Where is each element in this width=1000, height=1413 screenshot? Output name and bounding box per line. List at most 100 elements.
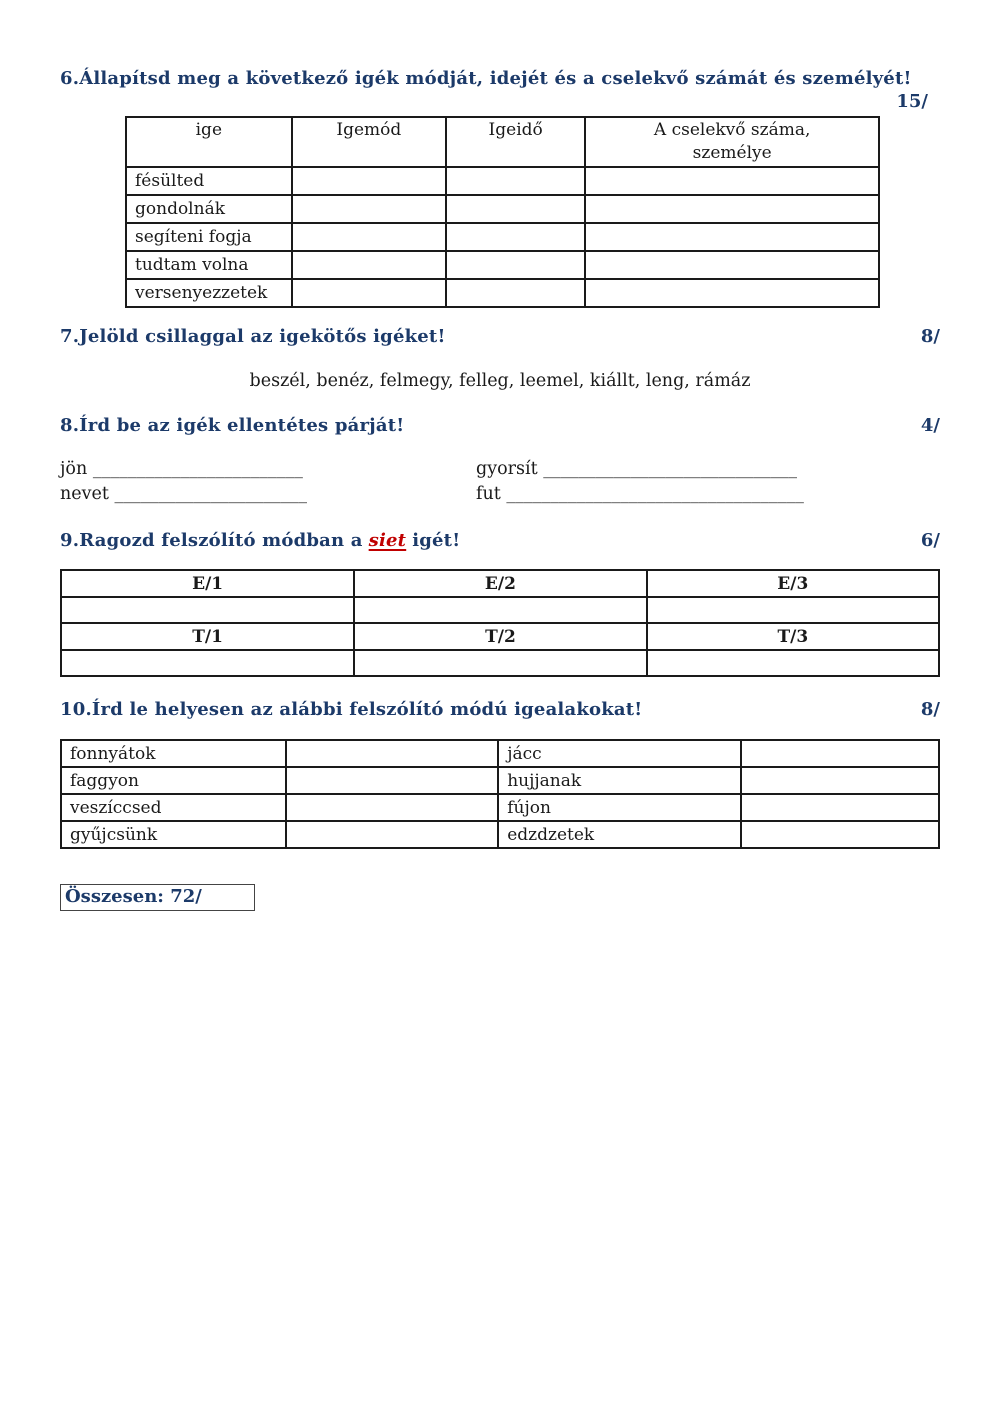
question-7-title: 7.Jelöld csillaggal az igekötős igéket!	[60, 326, 446, 347]
table-row: tudtam volna	[125, 250, 880, 280]
header-line-2: személye	[692, 143, 772, 163]
answer-cell	[445, 166, 587, 196]
answer-cell	[445, 194, 587, 224]
blank-underscores: _____________________________	[543, 459, 797, 479]
answer-cell	[290, 222, 448, 252]
verb-cell: tudtam volna	[125, 250, 293, 280]
misspelled-word-cell: edzdzetek	[497, 820, 742, 849]
question-7-word-list: beszél, benéz, felmegy, felleg, leemel, …	[249, 371, 751, 391]
person-header-t2: T/2	[353, 622, 648, 651]
misspelled-word-cell: jácc	[497, 739, 742, 768]
verb-cell: gondolnák	[125, 194, 293, 224]
column-header-igemod: Igemód	[290, 116, 448, 168]
misspelled-word-cell: fújon	[497, 793, 742, 822]
answer-cell	[445, 278, 587, 308]
answer-cell	[284, 820, 500, 849]
question-8-points: 4/	[920, 415, 940, 436]
column-header-ige: ige	[125, 116, 293, 168]
table-row: versenyezzetek	[125, 278, 880, 308]
table-row: segíteni fogja	[125, 222, 880, 252]
answer-cell	[739, 793, 941, 822]
person-header-e2: E/2	[353, 569, 648, 598]
table-row	[59, 649, 941, 677]
person-header-e3: E/3	[645, 569, 941, 598]
answer-cell	[584, 278, 880, 308]
verb-cell: versenyezzetek	[125, 278, 293, 308]
spelling-correction-table: fonnyátok jácc faggyon hujjanak veszíccs…	[60, 739, 941, 849]
table-row: fonnyátok jácc	[60, 739, 941, 768]
question-8-blanks: jön ________________________ nevet _____…	[60, 457, 940, 507]
misspelled-word-cell: veszíccsed	[60, 793, 287, 822]
answer-cell	[584, 166, 880, 196]
answer-cell	[59, 596, 356, 624]
answer-cell	[739, 820, 941, 849]
answer-cell	[445, 222, 587, 252]
question-10-points: 8/	[920, 699, 940, 720]
conjugation-table: E/1 E/2 E/3 T/1 T/2 T/3	[59, 569, 941, 677]
answer-cell	[645, 596, 941, 624]
table-row: fésülted	[125, 166, 880, 196]
question-6-points: 15/	[896, 91, 928, 112]
title-suffix: igét!	[412, 530, 461, 551]
answer-cell	[353, 596, 648, 624]
answer-cell	[290, 194, 448, 224]
table-row: gondolnák	[125, 194, 880, 224]
question-8-header: 8.Írd be az igék ellentétes párját! 4/	[60, 415, 940, 436]
blank-label: fut	[476, 484, 501, 504]
question-7-header: 7.Jelöld csillaggal az igekötős igéket! …	[60, 326, 940, 347]
blank-underscores: __________________________________	[506, 484, 804, 504]
answer-cell	[290, 166, 448, 196]
person-header-e1: E/1	[59, 569, 356, 598]
answer-cell	[284, 766, 500, 795]
table-header-row: E/1 E/2 E/3	[59, 569, 941, 598]
table-row	[59, 596, 941, 624]
answer-cell	[284, 793, 500, 822]
question-6-title: 6.Állapítsd meg a következő igék módját,…	[60, 68, 912, 89]
verb-analysis-table: ige Igemód Igeidő A cselekvő száma, szem…	[125, 116, 880, 308]
answer-cell	[59, 649, 356, 677]
blank-item: nevet ______________________	[60, 482, 476, 507]
answer-cell	[645, 649, 941, 677]
answer-cell	[290, 278, 448, 308]
verb-cell: segíteni fogja	[125, 222, 293, 252]
blank-underscores: ________________________	[92, 459, 303, 479]
title-prefix: 9.Ragozd felszólító módban a	[60, 530, 363, 551]
blank-label: gyorsít	[476, 459, 538, 479]
blank-item: gyorsít _____________________________	[476, 457, 940, 482]
question-9-title: 9.Ragozd felszólító módban a siet igét!	[60, 530, 460, 551]
column-header-cselekvo: A cselekvő száma, személye	[584, 116, 880, 168]
question-9-points: 6/	[920, 530, 940, 551]
answer-cell	[739, 739, 941, 768]
answer-cell	[353, 649, 648, 677]
table-row: veszíccsed fújon	[60, 793, 941, 822]
blank-item: jön ________________________	[60, 457, 476, 482]
answer-cell	[584, 250, 880, 280]
answer-cell	[290, 250, 448, 280]
table-header-row: ige Igemód Igeidő A cselekvő száma, szem…	[125, 116, 880, 168]
question-10-header: 10.Írd le helyesen az alábbi felszólító …	[60, 699, 940, 720]
blank-underscores: ______________________	[114, 484, 307, 504]
blank-label: nevet	[60, 484, 109, 504]
worksheet-content: 6.Állapítsd meg a következő igék módját,…	[59, 68, 941, 911]
answer-cell	[284, 739, 500, 768]
table-row: faggyon hujjanak	[60, 766, 941, 795]
highlighted-verb: siet	[368, 530, 407, 551]
misspelled-word-cell: fonnyátok	[60, 739, 287, 768]
answer-cell	[739, 766, 941, 795]
question-9-header: 9.Ragozd felszólító módban a siet igét! 6/	[60, 530, 940, 551]
answer-cell	[584, 194, 880, 224]
blanks-right-column: gyorsít _____________________________ fu…	[476, 457, 940, 507]
misspelled-word-cell: gyűjcsünk	[60, 820, 287, 849]
answer-cell	[584, 222, 880, 252]
misspelled-word-cell: hujjanak	[497, 766, 742, 795]
blanks-left-column: jön ________________________ nevet _____…	[60, 457, 476, 507]
column-header-igeido: Igeidő	[445, 116, 587, 168]
question-10-title: 10.Írd le helyesen az alábbi felszólító …	[60, 699, 643, 720]
misspelled-word-cell: faggyon	[60, 766, 287, 795]
question-7-points: 8/	[920, 326, 940, 347]
table-header-row: T/1 T/2 T/3	[59, 622, 941, 651]
blank-label: jön	[60, 459, 88, 479]
person-header-t3: T/3	[645, 622, 941, 651]
person-header-t1: T/1	[59, 622, 356, 651]
